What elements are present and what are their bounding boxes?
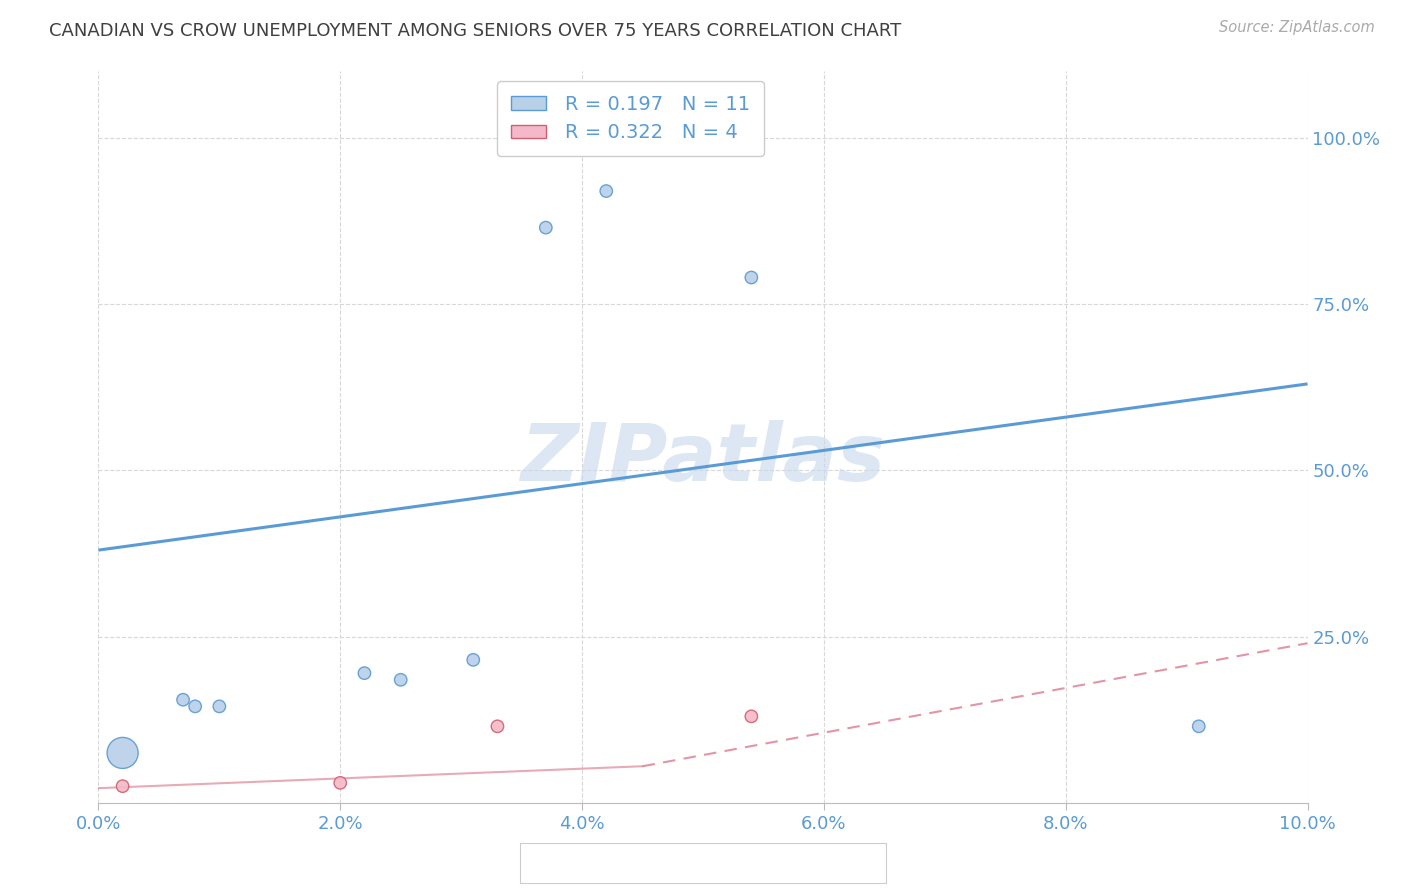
Point (389, 673, 412, 687)
Point (740, 270, 762, 285)
Point (353, 666, 375, 681)
Text: Canadians: Canadians (583, 854, 678, 872)
Text: Crow: Crow (770, 854, 815, 872)
Point (172, 692, 194, 706)
Point (208, 699, 231, 714)
Text: CANADIAN VS CROW UNEMPLOYMENT AMONG SENIORS OVER 75 YEARS CORRELATION CHART: CANADIAN VS CROW UNEMPLOYMENT AMONG SENI… (49, 22, 901, 40)
Point (540, 856, 562, 871)
Point (184, 699, 207, 714)
Point (595, 184, 617, 198)
Text: ZIPatlas: ZIPatlas (520, 420, 886, 498)
Point (1188, 719, 1211, 733)
Point (111, 746, 134, 760)
Text: Source: ZipAtlas.com: Source: ZipAtlas.com (1219, 20, 1375, 35)
Point (725, 856, 748, 871)
Point (111, 779, 134, 793)
Point (534, 220, 557, 235)
Legend: R = 0.197   N = 11, R = 0.322   N = 4: R = 0.197 N = 11, R = 0.322 N = 4 (498, 81, 763, 156)
Point (329, 776, 352, 790)
Point (486, 719, 509, 733)
Point (463, 653, 485, 667)
Point (740, 709, 762, 723)
